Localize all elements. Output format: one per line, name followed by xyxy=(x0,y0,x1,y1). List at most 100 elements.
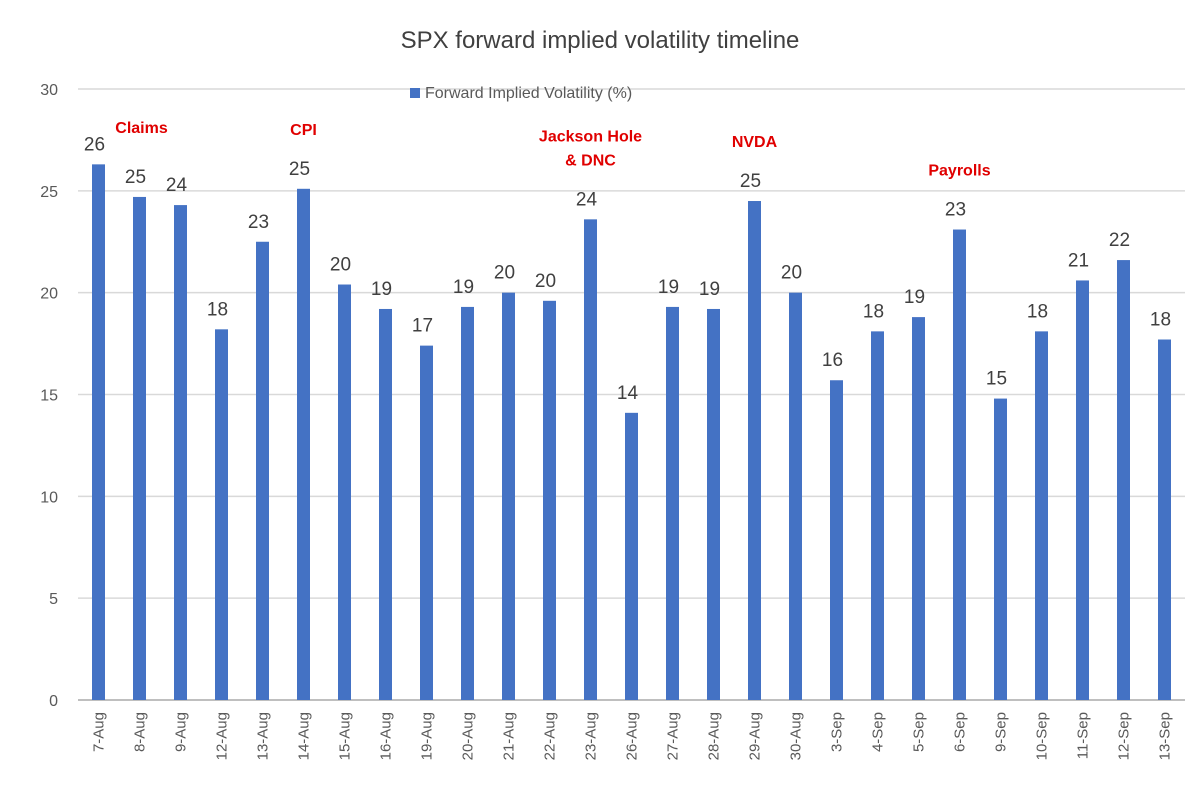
x-tick-label: 5-Sep xyxy=(911,712,928,752)
data-label: 25 xyxy=(740,171,761,192)
annotation-label: Payrolls xyxy=(928,163,990,180)
data-labels: 26 25 24 18 23 25 20 19 17 19 20 20 24 14 19 19 25 20 16 18… xyxy=(84,134,1171,403)
bar xyxy=(1158,339,1171,700)
x-tick-label: 20-Aug xyxy=(460,712,477,760)
x-tick-label: 23-Aug xyxy=(583,712,600,760)
data-label: 19 xyxy=(904,287,925,308)
x-axis: 7-Aug 8-Aug 9-Aug 12-Aug 13-Aug 14-Aug 15-Aug 1… xyxy=(91,712,1174,760)
bar xyxy=(584,219,597,700)
x-tick-label: 14-Aug xyxy=(296,712,313,760)
y-tick-label: 15 xyxy=(40,388,58,405)
y-tick-label: 20 xyxy=(40,286,58,303)
x-tick-label: 10-Sep xyxy=(1034,712,1051,760)
data-label: 15 xyxy=(986,369,1007,390)
x-tick-label: 22-Aug xyxy=(542,712,559,760)
x-tick-label: 9-Sep xyxy=(993,712,1010,752)
annotation-label: Claims xyxy=(115,120,168,137)
data-label: 20 xyxy=(330,255,351,276)
data-label: 20 xyxy=(781,263,802,284)
legend-label: Forward Implied Volatility (%) xyxy=(425,85,632,102)
data-label: 22 xyxy=(1109,230,1130,251)
data-label: 24 xyxy=(166,175,188,196)
x-tick-label: 26-Aug xyxy=(624,712,641,760)
x-tick-label: 3-Sep xyxy=(829,712,846,752)
bar xyxy=(666,306,679,700)
x-tick-label: 21-Aug xyxy=(501,712,518,760)
x-tick-label: 15-Aug xyxy=(337,712,354,760)
bar xyxy=(543,300,556,700)
x-tick-label: 29-Aug xyxy=(747,712,764,760)
data-label: 19 xyxy=(371,279,392,300)
bar xyxy=(830,380,843,700)
data-label: 25 xyxy=(125,167,146,188)
data-label: 18 xyxy=(207,299,228,320)
x-tick-label: 16-Aug xyxy=(378,712,395,760)
data-label: 19 xyxy=(453,277,474,298)
x-tick-label: 9-Aug xyxy=(173,712,190,752)
bar xyxy=(1117,260,1130,700)
y-tick-label: 0 xyxy=(49,693,58,710)
bar xyxy=(92,164,105,700)
y-tick-label: 30 xyxy=(40,82,58,99)
bars xyxy=(92,164,1171,700)
bar xyxy=(420,345,433,700)
data-label: 19 xyxy=(699,279,720,300)
data-label: 18 xyxy=(863,301,884,322)
y-tick-label: 25 xyxy=(40,184,58,201)
annotation-label: CPI xyxy=(290,122,317,139)
bar xyxy=(994,398,1007,700)
bar xyxy=(748,201,761,700)
bar xyxy=(871,331,884,700)
data-label: 20 xyxy=(494,263,515,284)
x-tick-label: 30-Aug xyxy=(788,712,805,760)
data-label: 23 xyxy=(945,200,966,221)
data-label: 25 xyxy=(289,159,310,180)
x-tick-label: 12-Aug xyxy=(214,712,231,760)
data-label: 26 xyxy=(84,134,105,155)
bar xyxy=(707,308,720,700)
x-tick-label: 27-Aug xyxy=(665,712,682,760)
bar xyxy=(502,292,515,700)
bar xyxy=(953,229,966,700)
bar xyxy=(461,306,474,700)
bar xyxy=(133,196,146,700)
data-label: 18 xyxy=(1027,301,1048,322)
data-label: 14 xyxy=(617,383,639,404)
bar xyxy=(379,308,392,700)
x-tick-label: 28-Aug xyxy=(706,712,723,760)
x-tick-label: 13-Aug xyxy=(255,712,272,760)
bar xyxy=(174,205,187,700)
data-label: 24 xyxy=(576,189,598,210)
data-label: 19 xyxy=(658,277,679,298)
bar xyxy=(1076,280,1089,700)
data-label: 17 xyxy=(412,316,433,337)
y-tick-label: 10 xyxy=(40,489,58,506)
data-label: 20 xyxy=(535,271,556,292)
x-tick-label: 8-Aug xyxy=(132,712,149,752)
bar xyxy=(215,329,228,700)
bar xyxy=(338,284,351,700)
x-tick-label: 19-Aug xyxy=(419,712,436,760)
x-tick-label: 13-Sep xyxy=(1157,712,1174,760)
data-label: 16 xyxy=(822,350,843,371)
annotations: Claims CPI Jackson Hole & DNC NVDA Payrolls xyxy=(115,120,990,180)
y-tick-label: 5 xyxy=(49,591,58,608)
annotation-label: NVDA xyxy=(732,134,778,151)
x-tick-label: 7-Aug xyxy=(91,712,108,752)
legend-swatch xyxy=(410,88,420,98)
chart-title: SPX forward implied volatility timeline xyxy=(401,27,800,54)
bar xyxy=(297,188,310,700)
bar xyxy=(789,292,802,700)
annotation-label: & DNC xyxy=(565,152,616,169)
data-label: 23 xyxy=(248,212,269,233)
x-tick-label: 11-Sep xyxy=(1075,712,1092,759)
x-tick-label: 4-Sep xyxy=(870,712,887,752)
bar xyxy=(625,412,638,700)
bar xyxy=(912,317,925,700)
bar xyxy=(1035,331,1048,700)
x-tick-label: 6-Sep xyxy=(952,712,969,752)
x-tick-label: 12-Sep xyxy=(1116,712,1133,760)
data-label: 21 xyxy=(1068,250,1089,271)
bar xyxy=(256,241,269,700)
